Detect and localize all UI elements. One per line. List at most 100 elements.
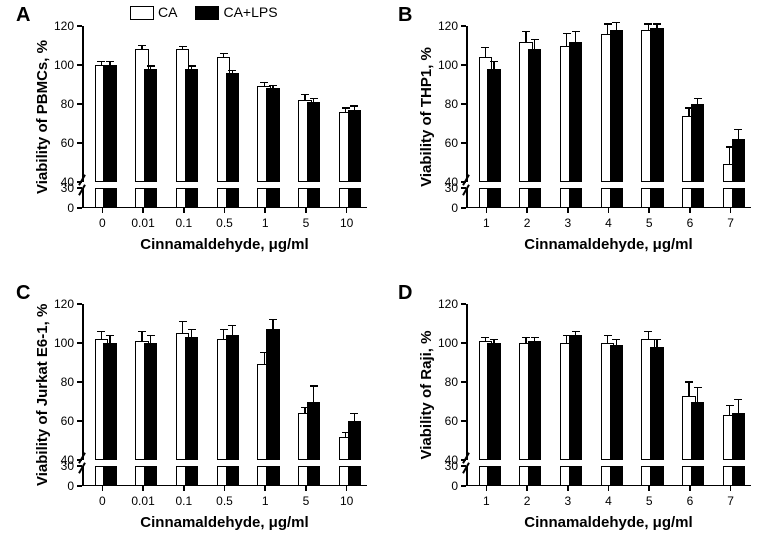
y-tick-label: 120	[44, 19, 74, 33]
y-tick	[461, 207, 466, 209]
x-tick-label: 3	[564, 494, 571, 508]
error-cap	[563, 33, 571, 34]
y-tick-label: 0	[428, 479, 458, 493]
x-tick-label: 0.01	[131, 494, 154, 508]
bar	[610, 466, 623, 486]
legend-item: CA+LPS	[195, 4, 277, 20]
x-axis-label: Cinnamaldehyde, μg/ml	[140, 236, 308, 253]
x-tick	[183, 208, 185, 213]
y-tick	[77, 187, 82, 189]
bar	[348, 421, 361, 460]
y-tick-label: 100	[44, 58, 74, 72]
x-tick-label: 1	[262, 494, 269, 508]
error-bar	[304, 407, 305, 413]
x-tick-label: 5	[303, 216, 310, 230]
y-tick	[77, 303, 82, 305]
bar	[348, 110, 361, 182]
x-tick-label: 0	[99, 216, 106, 230]
error-cap	[350, 413, 358, 414]
legend: CACA+LPS	[130, 4, 278, 20]
x-tick-label: 1	[483, 494, 490, 508]
bar	[103, 65, 116, 182]
error-bar	[688, 382, 689, 396]
x-tick	[102, 208, 104, 213]
error-cap	[653, 339, 661, 340]
error-cap	[481, 47, 489, 48]
bar	[185, 69, 198, 182]
error-bar	[729, 147, 730, 165]
error-cap	[531, 39, 539, 40]
y-tick-label: 60	[44, 136, 74, 150]
error-bar	[150, 335, 151, 343]
plot-area: 0304060801001201234567	[466, 304, 751, 486]
error-cap	[490, 61, 498, 62]
x-tick	[567, 208, 569, 213]
error-cap	[531, 337, 539, 338]
bar	[226, 335, 239, 460]
error-bar	[738, 129, 739, 139]
bar	[691, 402, 704, 460]
y-tick-label: 60	[428, 414, 458, 428]
error-cap	[522, 337, 530, 338]
bar	[226, 73, 239, 182]
y-tick-label: 0	[44, 479, 74, 493]
bar	[144, 69, 157, 182]
y-tick-label: 40	[428, 175, 458, 189]
x-tick	[142, 486, 144, 491]
error-bar	[485, 47, 486, 57]
bar	[487, 343, 500, 460]
x-tick	[142, 208, 144, 213]
error-cap	[310, 98, 318, 99]
x-tick	[567, 486, 569, 491]
y-tick	[461, 303, 466, 305]
error-bar	[616, 339, 617, 345]
error-cap	[522, 31, 530, 32]
y-tick-label: 100	[428, 58, 458, 72]
bar	[569, 188, 582, 208]
bar	[528, 49, 541, 182]
error-cap	[97, 331, 105, 332]
y-tick	[77, 485, 82, 487]
error-bar	[534, 40, 535, 50]
error-cap	[653, 23, 661, 24]
error-cap	[147, 335, 155, 336]
x-tick-label: 3	[564, 216, 571, 230]
error-bar	[697, 388, 698, 402]
bar	[144, 466, 157, 486]
x-tick-label: 1	[483, 216, 490, 230]
y-tick-label: 100	[428, 336, 458, 350]
y-tick	[461, 25, 466, 27]
y-tick	[77, 181, 82, 183]
bar	[569, 42, 582, 182]
x-tick	[305, 486, 307, 491]
error-cap	[644, 331, 652, 332]
x-tick-label: 6	[687, 216, 694, 230]
error-cap	[228, 325, 236, 326]
x-tick	[526, 486, 528, 491]
error-cap	[694, 98, 702, 99]
bar	[144, 188, 157, 208]
error-bar	[525, 32, 526, 42]
x-tick-label: 10	[340, 494, 353, 508]
error-bar	[607, 24, 608, 34]
error-cap	[572, 31, 580, 32]
bar	[691, 188, 704, 208]
x-tick	[102, 486, 104, 491]
y-tick	[461, 187, 466, 189]
bar	[307, 402, 320, 460]
x-tick-label: 0.1	[175, 494, 192, 508]
y-tick	[77, 465, 82, 467]
x-axis-label: Cinnamaldehyde, μg/ml	[524, 236, 692, 253]
error-cap	[612, 22, 620, 23]
panel-letter: A	[16, 4, 30, 27]
error-cap	[97, 61, 105, 62]
error-cap	[269, 85, 277, 86]
bar	[226, 188, 239, 208]
y-tick-label: 120	[428, 19, 458, 33]
x-tick-label: 0.5	[216, 494, 233, 508]
x-tick-label: 4	[605, 494, 612, 508]
x-tick	[689, 486, 691, 491]
plot-area: 03040608010012000.010.10.51510	[82, 26, 367, 208]
x-tick-label: 0.01	[131, 216, 154, 230]
bar	[610, 345, 623, 460]
